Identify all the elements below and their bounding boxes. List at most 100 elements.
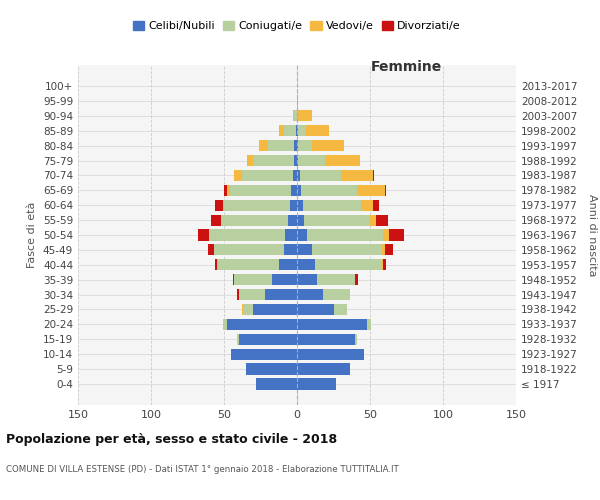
Bar <box>237 289 239 300</box>
Bar <box>341 170 373 181</box>
Bar <box>300 170 341 181</box>
Bar <box>298 140 311 151</box>
Bar <box>298 110 311 122</box>
Bar <box>198 230 209 240</box>
Bar <box>237 334 239 345</box>
Bar <box>297 378 337 390</box>
Bar <box>297 155 298 166</box>
Text: Femmine: Femmine <box>371 60 442 74</box>
Bar <box>307 230 383 240</box>
Bar <box>246 364 297 374</box>
Bar <box>290 200 297 211</box>
Bar <box>293 110 294 122</box>
Bar <box>224 200 290 211</box>
Bar <box>232 348 297 360</box>
Bar <box>297 125 298 136</box>
Bar <box>334 304 347 315</box>
Bar <box>296 125 297 136</box>
Bar <box>297 140 298 151</box>
Bar <box>297 289 323 300</box>
Bar <box>311 244 382 256</box>
Bar <box>297 364 350 374</box>
Bar <box>385 184 386 196</box>
Bar <box>323 289 350 300</box>
Bar <box>355 274 358 285</box>
Bar <box>297 96 298 106</box>
Bar <box>303 200 361 211</box>
Bar <box>297 274 317 285</box>
Bar <box>382 259 383 270</box>
Bar <box>243 304 253 315</box>
Bar <box>297 304 334 315</box>
Bar <box>370 214 376 226</box>
Bar <box>357 184 385 196</box>
Bar <box>215 200 223 211</box>
Bar <box>311 140 344 151</box>
Bar <box>306 125 329 136</box>
Text: COMUNE DI VILLA ESTENSE (PD) - Dati ISTAT 1° gennaio 2018 - Elaborazione TUTTITA: COMUNE DI VILLA ESTENSE (PD) - Dati ISTA… <box>6 466 399 474</box>
Bar <box>256 378 297 390</box>
Bar <box>298 125 306 136</box>
Y-axis label: Fasce di età: Fasce di età <box>28 202 37 268</box>
Bar <box>314 259 382 270</box>
Bar <box>233 274 234 285</box>
Bar <box>317 274 355 285</box>
Bar <box>209 230 286 240</box>
Bar <box>215 259 217 270</box>
Bar <box>230 184 291 196</box>
Bar <box>234 170 242 181</box>
Bar <box>265 289 297 300</box>
Bar <box>297 259 314 270</box>
Bar <box>272 274 297 285</box>
Bar <box>298 155 325 166</box>
Bar <box>224 184 227 196</box>
Bar <box>208 244 214 256</box>
Bar <box>304 214 370 226</box>
Text: Popolazione per età, sesso e stato civile - 2018: Popolazione per età, sesso e stato civil… <box>6 432 337 446</box>
Bar <box>223 319 227 330</box>
Bar <box>242 170 293 181</box>
Bar <box>293 170 297 181</box>
Bar <box>284 125 296 136</box>
Bar <box>259 140 268 151</box>
Bar <box>284 244 297 256</box>
Bar <box>383 259 386 270</box>
Bar <box>382 244 385 256</box>
Bar <box>280 125 284 136</box>
Bar <box>211 214 221 226</box>
Bar <box>301 184 357 196</box>
Bar <box>294 140 297 151</box>
Bar <box>239 334 297 345</box>
Bar <box>383 230 389 240</box>
Bar <box>361 200 373 211</box>
Bar <box>214 244 284 256</box>
Bar <box>291 184 297 196</box>
Bar <box>294 155 297 166</box>
Bar <box>234 274 272 285</box>
Bar <box>217 259 218 270</box>
Bar <box>294 110 297 122</box>
Bar <box>288 214 297 226</box>
Bar <box>297 214 304 226</box>
Bar <box>355 334 357 345</box>
Bar <box>253 155 294 166</box>
Bar <box>227 319 297 330</box>
Bar <box>297 348 364 360</box>
Bar <box>385 244 394 256</box>
Bar <box>223 200 224 211</box>
Bar <box>286 230 297 240</box>
Legend: Celibi/Nubili, Coniugati/e, Vedovi/e, Divorziati/e: Celibi/Nubili, Coniugati/e, Vedovi/e, Di… <box>129 16 465 36</box>
Bar <box>221 214 288 226</box>
Bar <box>253 304 297 315</box>
Bar <box>218 259 280 270</box>
Bar <box>268 140 294 151</box>
Bar <box>373 200 379 211</box>
Bar <box>239 289 265 300</box>
Bar <box>297 334 355 345</box>
Y-axis label: Anni di nascita: Anni di nascita <box>587 194 597 276</box>
Bar <box>297 230 307 240</box>
Bar <box>389 230 404 240</box>
Bar <box>297 170 300 181</box>
Bar <box>242 304 243 315</box>
Bar <box>247 155 253 166</box>
